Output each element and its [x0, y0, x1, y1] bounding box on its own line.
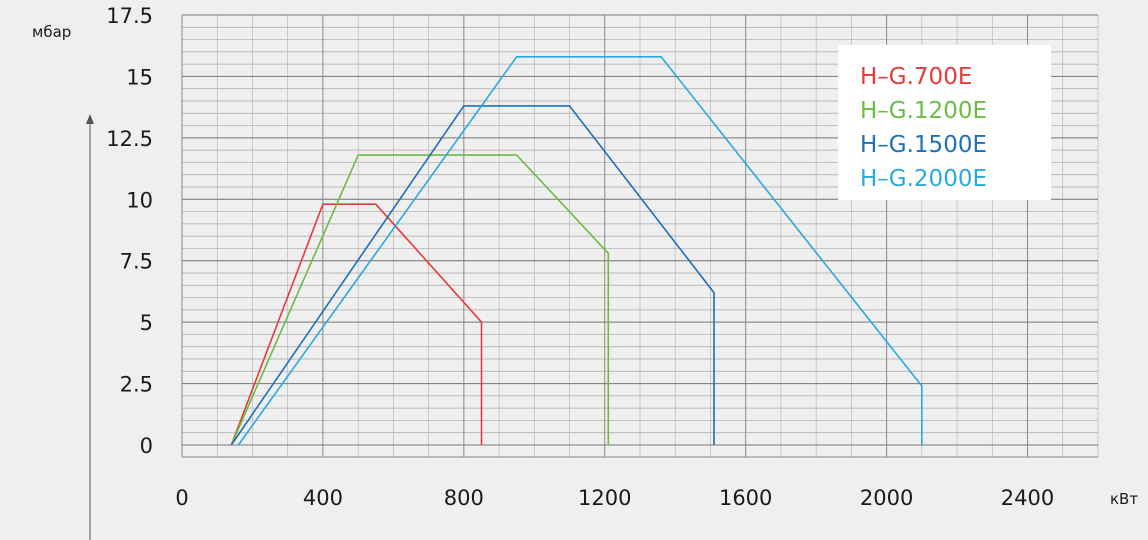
- x-tick-label: 2000: [860, 486, 913, 510]
- y-tick-labels: 0 2.5 5 7.5 10 12.5 15 17.5: [106, 4, 153, 458]
- y-tick-label: 17.5: [106, 4, 153, 28]
- y-tick-label: 5: [140, 311, 153, 335]
- y-tick-label: 10: [126, 188, 153, 212]
- x-tick-label: 800: [444, 486, 484, 510]
- x-tick-labels: 0 400 800 1200 1600 2000 2400: [175, 486, 1054, 510]
- series-line-3: [237, 55, 923, 446]
- series-layer: [230, 55, 923, 446]
- legend-entry: H–G.700E: [860, 64, 972, 90]
- y-tick-label: 12.5: [106, 127, 153, 151]
- series-line-2: [230, 105, 715, 446]
- legend-entry: H–G.2000E: [860, 166, 987, 192]
- legend-entry: H–G.1500E: [860, 132, 987, 158]
- y-tick-label: 2.5: [120, 373, 153, 397]
- x-tick-label: 1200: [578, 486, 631, 510]
- y-tick-label: 7.5: [120, 250, 153, 274]
- y-tick-label: 0: [140, 434, 153, 458]
- major-grid: [181, 14, 1098, 458]
- y-tick-label: 15: [126, 65, 153, 89]
- y-axis-arrow-head: [86, 114, 94, 124]
- series-line-1: [230, 154, 610, 446]
- series-line-0: [230, 203, 483, 446]
- legend: H–G.700E H–G.1200E H–G.1500E H–G.2000E: [838, 45, 1051, 200]
- legend-entry: H–G.1200E: [860, 98, 987, 124]
- x-tick-label: 0: [175, 486, 188, 510]
- x-tick-label: 400: [303, 486, 343, 510]
- y-axis-label: мбар: [32, 23, 71, 41]
- legend-box: [838, 45, 1051, 200]
- legend-items: H–G.700E H–G.1200E H–G.1500E H–G.2000E: [860, 64, 987, 192]
- x-tick-label: 2400: [1001, 486, 1054, 510]
- x-tick-label: 1600: [719, 486, 772, 510]
- x-axis-label: кВт: [1110, 490, 1138, 508]
